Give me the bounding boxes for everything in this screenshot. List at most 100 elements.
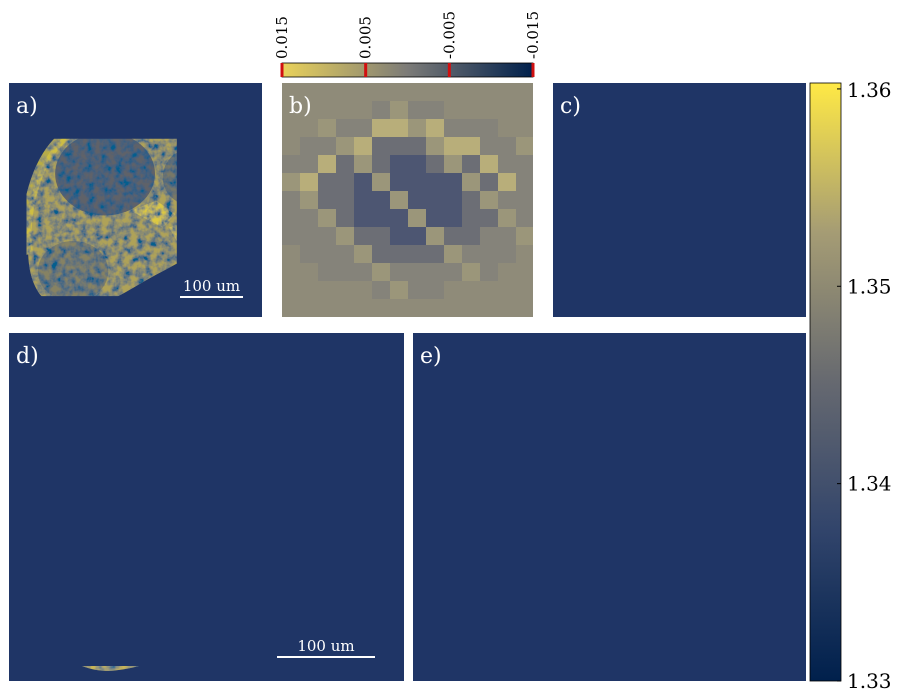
pixel [336, 83, 354, 101]
pixel [408, 119, 426, 137]
pixel [498, 137, 516, 155]
pixel [354, 299, 372, 317]
pixel [300, 191, 318, 209]
pixel [516, 191, 534, 209]
pixel [390, 137, 408, 155]
pixel [426, 263, 444, 281]
pixel [354, 155, 372, 173]
pixel [372, 281, 390, 299]
pixel [480, 263, 498, 281]
pixel [354, 83, 372, 101]
pixel [318, 83, 336, 101]
pixel [498, 209, 516, 227]
pixel [372, 191, 390, 209]
pixel [444, 155, 462, 173]
pixel [516, 299, 534, 317]
image-panel: d)100 um [9, 333, 404, 681]
pixel [426, 83, 444, 101]
pixel [408, 173, 426, 191]
pixel [426, 173, 444, 191]
pixel [462, 119, 480, 137]
pixel [372, 173, 390, 191]
pixel [318, 137, 336, 155]
pixel [354, 245, 372, 263]
pixel [318, 173, 336, 191]
pixel [300, 299, 318, 317]
pixel [282, 263, 300, 281]
image-panel: b) [282, 83, 534, 317]
pixel [480, 245, 498, 263]
pixel [354, 173, 372, 191]
pixel [318, 209, 336, 227]
pixel [354, 263, 372, 281]
pixel [408, 101, 426, 119]
pixel [336, 209, 354, 227]
pixel [336, 191, 354, 209]
pixel [444, 119, 462, 137]
pixel [354, 101, 372, 119]
pixel [516, 119, 534, 137]
pixel [480, 281, 498, 299]
pixel [336, 245, 354, 263]
colorbar-tick-label: 0.015 [273, 16, 291, 59]
pixel [282, 299, 300, 317]
pixel [426, 137, 444, 155]
pixel [498, 173, 516, 191]
pixel [336, 281, 354, 299]
pixel [336, 119, 354, 137]
pixel [336, 155, 354, 173]
pixel [408, 227, 426, 245]
pixel [516, 245, 534, 263]
pixel [462, 173, 480, 191]
pixel [426, 281, 444, 299]
colorbar-tick-label: 1.33 [847, 669, 892, 691]
pixel [444, 227, 462, 245]
pixel [354, 281, 372, 299]
pixel [408, 245, 426, 263]
pixel [426, 101, 444, 119]
pixel [372, 245, 390, 263]
pixel [426, 155, 444, 173]
pixel [300, 227, 318, 245]
pixel [354, 227, 372, 245]
pixel [318, 155, 336, 173]
pixel [390, 155, 408, 173]
pixel [282, 245, 300, 263]
pixel [282, 119, 300, 137]
pixel [498, 155, 516, 173]
pixel [390, 209, 408, 227]
pixel [390, 245, 408, 263]
pixel [390, 119, 408, 137]
pixel [408, 83, 426, 101]
pixel [372, 299, 390, 317]
panel-label: a) [16, 94, 38, 119]
pixel [300, 173, 318, 191]
colorbar [282, 63, 533, 77]
pixel [372, 83, 390, 101]
pixel [318, 191, 336, 209]
pixel [498, 281, 516, 299]
pixel [300, 137, 318, 155]
pixel [480, 191, 498, 209]
pixel [300, 155, 318, 173]
pixel [444, 299, 462, 317]
colorbar-tick-label: -0.015 [524, 11, 542, 59]
pixel [390, 281, 408, 299]
pixel [516, 137, 534, 155]
pixel [498, 119, 516, 137]
pixel [408, 281, 426, 299]
pixel [318, 281, 336, 299]
pixel [462, 191, 480, 209]
pixel [498, 299, 516, 317]
pixel [480, 155, 498, 173]
pixel [516, 209, 534, 227]
pixel [336, 101, 354, 119]
pixel [462, 155, 480, 173]
pixel [480, 119, 498, 137]
pixel [444, 263, 462, 281]
pixel [390, 83, 408, 101]
pixel [390, 101, 408, 119]
pixel [480, 299, 498, 317]
pixel [282, 173, 300, 191]
pixel [336, 173, 354, 191]
